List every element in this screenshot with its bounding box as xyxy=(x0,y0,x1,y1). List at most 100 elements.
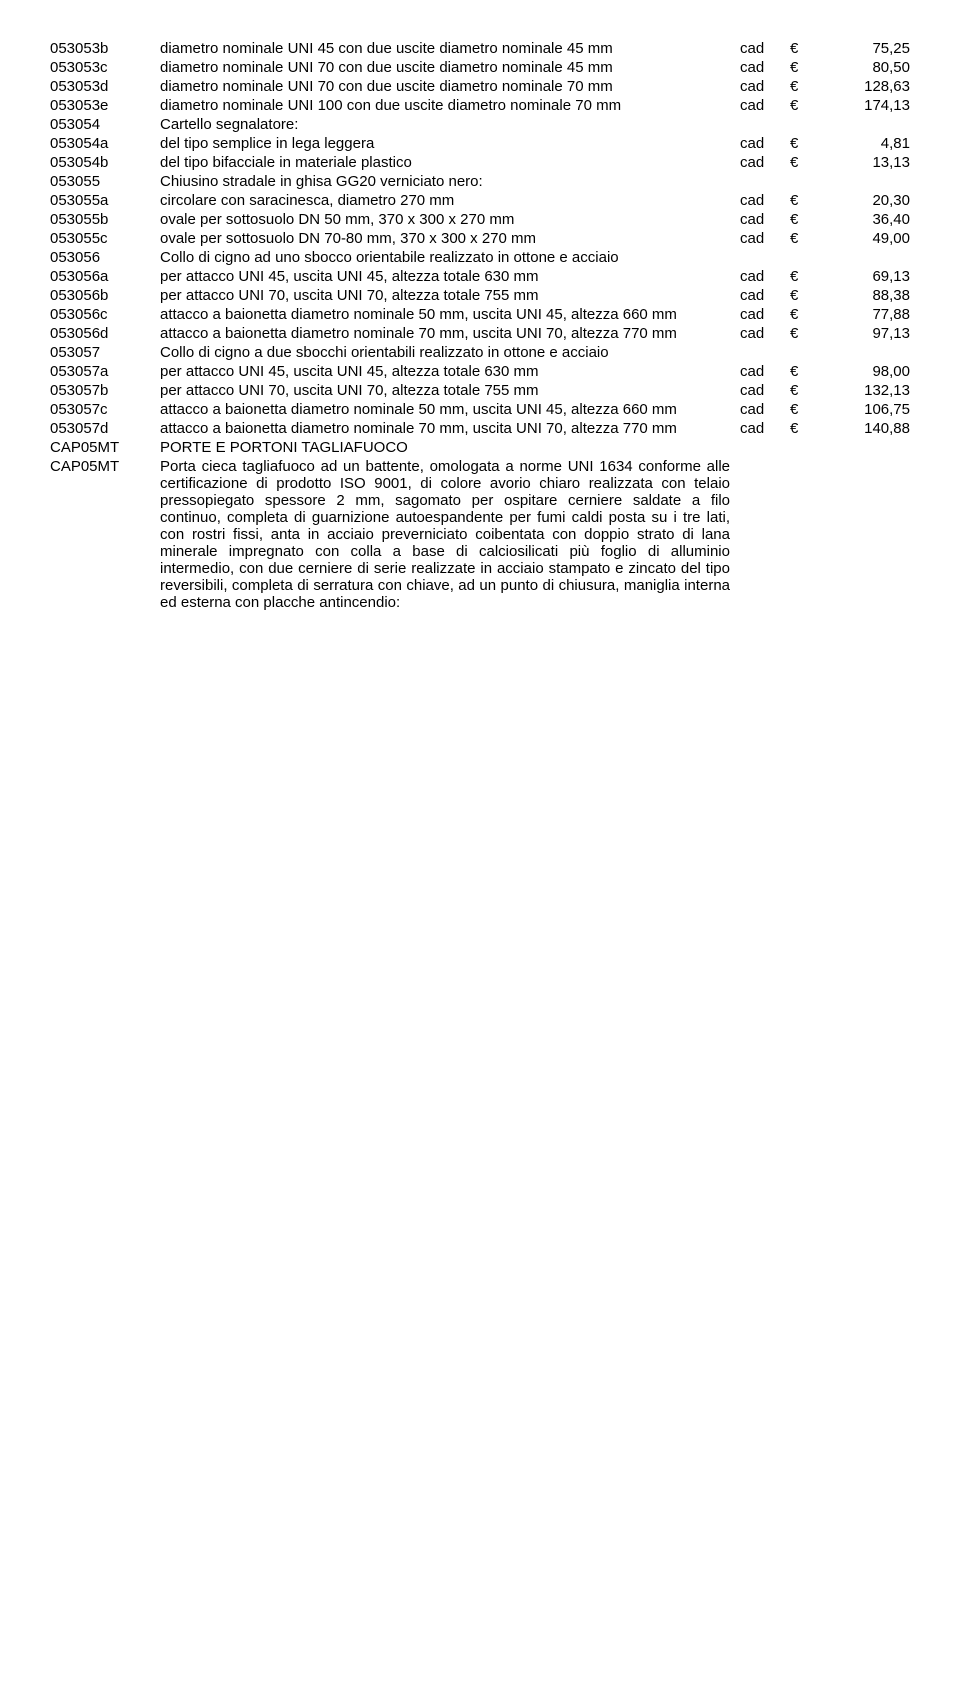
price-row: 053055covale per sottosuolo DN 70-80 mm,… xyxy=(50,230,910,247)
item-price: 97,13 xyxy=(820,325,910,342)
item-price: 80,50 xyxy=(820,59,910,76)
item-currency: € xyxy=(790,154,820,171)
price-row: 053057Collo di cigno a due sbocchi orien… xyxy=(50,344,910,361)
item-description: ovale per sottosuolo DN 70-80 mm, 370 x … xyxy=(160,230,740,247)
item-unit: cad xyxy=(740,363,790,380)
item-code: 053057b xyxy=(50,382,160,399)
item-price: 88,38 xyxy=(820,287,910,304)
item-description: per attacco UNI 70, uscita UNI 70, altez… xyxy=(160,382,740,399)
item-price: 13,13 xyxy=(820,154,910,171)
price-row: 053056aper attacco UNI 45, uscita UNI 45… xyxy=(50,268,910,285)
price-row: 053054Cartello segnalatore: xyxy=(50,116,910,133)
item-description: per attacco UNI 45, uscita UNI 45, altez… xyxy=(160,363,740,380)
item-unit: cad xyxy=(740,382,790,399)
item-code: 053056a xyxy=(50,268,160,285)
item-currency: € xyxy=(790,420,820,437)
item-currency: € xyxy=(790,135,820,152)
item-code: 053053e xyxy=(50,97,160,114)
item-currency: € xyxy=(790,78,820,95)
item-code: 053057c xyxy=(50,401,160,418)
price-row: 053056cattacco a baionetta diametro nomi… xyxy=(50,306,910,323)
item-price: 20,30 xyxy=(820,192,910,209)
item-description: diametro nominale UNI 70 con due uscite … xyxy=(160,78,740,95)
price-row: 053057dattacco a baionetta diametro nomi… xyxy=(50,420,910,437)
item-price: 98,00 xyxy=(820,363,910,380)
item-description: Collo di cigno ad uno sbocco orientabile… xyxy=(160,249,740,266)
item-description: circolare con saracinesca, diametro 270 … xyxy=(160,192,740,209)
item-code: CAP05MT xyxy=(50,458,160,475)
item-price: 77,88 xyxy=(820,306,910,323)
item-currency: € xyxy=(790,192,820,209)
item-unit: cad xyxy=(740,40,790,57)
item-unit: cad xyxy=(740,401,790,418)
price-row: 053056Collo di cigno ad uno sbocco orien… xyxy=(50,249,910,266)
price-row: 053056dattacco a baionetta diametro nomi… xyxy=(50,325,910,342)
item-code: 053055c xyxy=(50,230,160,247)
item-code: 053055 xyxy=(50,173,160,190)
item-currency: € xyxy=(790,306,820,323)
item-unit: cad xyxy=(740,154,790,171)
price-row: CAP05MTPorta cieca tagliafuoco ad un bat… xyxy=(50,458,910,611)
item-unit: cad xyxy=(740,325,790,342)
item-code: 053056c xyxy=(50,306,160,323)
item-description: attacco a baionetta diametro nominale 50… xyxy=(160,306,740,323)
item-currency: € xyxy=(790,287,820,304)
item-currency: € xyxy=(790,401,820,418)
item-currency: € xyxy=(790,40,820,57)
item-price: 140,88 xyxy=(820,420,910,437)
item-description: diametro nominale UNI 70 con due uscite … xyxy=(160,59,740,76)
item-price: 69,13 xyxy=(820,268,910,285)
item-unit: cad xyxy=(740,97,790,114)
item-code: 053057 xyxy=(50,344,160,361)
item-description: diametro nominale UNI 45 con due uscite … xyxy=(160,40,740,57)
item-code: 053055b xyxy=(50,211,160,228)
item-price: 106,75 xyxy=(820,401,910,418)
price-row: 053055bovale per sottosuolo DN 50 mm, 37… xyxy=(50,211,910,228)
item-code: 053053c xyxy=(50,59,160,76)
price-row: 053055acircolare con saracinesca, diamet… xyxy=(50,192,910,209)
item-code: 053055a xyxy=(50,192,160,209)
item-description: Cartello segnalatore: xyxy=(160,116,740,133)
item-unit: cad xyxy=(740,135,790,152)
item-description: per attacco UNI 45, uscita UNI 45, altez… xyxy=(160,268,740,285)
item-description: Collo di cigno a due sbocchi orientabili… xyxy=(160,344,740,361)
item-unit: cad xyxy=(740,211,790,228)
item-description: del tipo bifacciale in materiale plastic… xyxy=(160,154,740,171)
item-price: 75,25 xyxy=(820,40,910,57)
price-row: 053057aper attacco UNI 45, uscita UNI 45… xyxy=(50,363,910,380)
price-row: 053053ediametro nominale UNI 100 con due… xyxy=(50,97,910,114)
price-row: CAP05MTPORTE E PORTONI TAGLIAFUOCO xyxy=(50,439,910,456)
item-price: 49,00 xyxy=(820,230,910,247)
item-unit: cad xyxy=(740,268,790,285)
item-code: 053056 xyxy=(50,249,160,266)
item-description: diametro nominale UNI 100 con due uscite… xyxy=(160,97,740,114)
price-row: 053054bdel tipo bifacciale in materiale … xyxy=(50,154,910,171)
item-code: 053054 xyxy=(50,116,160,133)
item-code: 053057d xyxy=(50,420,160,437)
item-unit: cad xyxy=(740,192,790,209)
item-code: 053056d xyxy=(50,325,160,342)
item-currency: € xyxy=(790,230,820,247)
item-description: attacco a baionetta diametro nominale 50… xyxy=(160,401,740,418)
item-code: 053053d xyxy=(50,78,160,95)
item-price: 132,13 xyxy=(820,382,910,399)
item-price: 36,40 xyxy=(820,211,910,228)
item-code: CAP05MT xyxy=(50,439,160,456)
price-list-table: 053053bdiametro nominale UNI 45 con due … xyxy=(50,40,910,611)
price-row: 053057cattacco a baionetta diametro nomi… xyxy=(50,401,910,418)
item-price: 4,81 xyxy=(820,135,910,152)
price-row: 053053ddiametro nominale UNI 70 con due … xyxy=(50,78,910,95)
item-description: ovale per sottosuolo DN 50 mm, 370 x 300… xyxy=(160,211,740,228)
item-code: 053054b xyxy=(50,154,160,171)
item-description: del tipo semplice in lega leggera xyxy=(160,135,740,152)
item-unit: cad xyxy=(740,78,790,95)
item-description: Porta cieca tagliafuoco ad un battente, … xyxy=(160,458,740,611)
item-currency: € xyxy=(790,211,820,228)
item-unit: cad xyxy=(740,59,790,76)
item-code: 053057a xyxy=(50,363,160,380)
item-description: per attacco UNI 70, uscita UNI 70, altez… xyxy=(160,287,740,304)
price-row: 053053bdiametro nominale UNI 45 con due … xyxy=(50,40,910,57)
item-currency: € xyxy=(790,363,820,380)
item-description: PORTE E PORTONI TAGLIAFUOCO xyxy=(160,439,740,456)
item-description: attacco a baionetta diametro nominale 70… xyxy=(160,420,740,437)
